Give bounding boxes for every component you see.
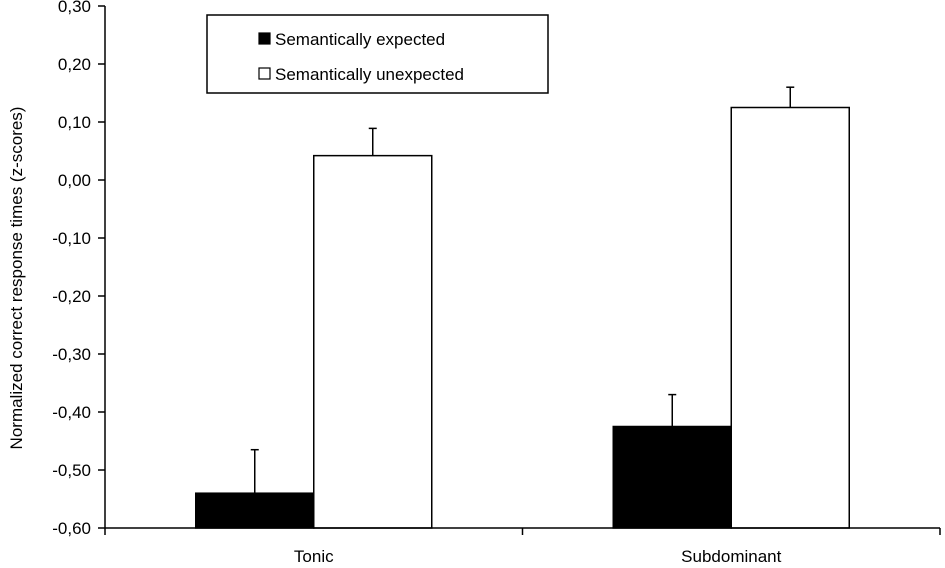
y-tick-label: -0,20 <box>52 287 91 306</box>
legend: Semantically expected Semantically unexp… <box>206 14 549 94</box>
bar-unexpected-tonic <box>313 154 433 529</box>
x-category-label: Subdominant <box>681 547 781 566</box>
y-tick-label: -0,40 <box>52 403 91 422</box>
legend-swatch-expected <box>258 32 271 45</box>
bars-layer <box>195 106 850 529</box>
y-tick-label: -0,30 <box>52 345 91 364</box>
x-category-label: Tonic <box>294 547 334 566</box>
y-tick-label: -0,60 <box>52 519 91 538</box>
y-tick-label: 0,10 <box>58 113 91 132</box>
y-tick-label: -0,50 <box>52 461 91 480</box>
legend-label-unexpected: Semantically unexpected <box>275 65 464 84</box>
legend-label-expected: Semantically expected <box>275 30 445 49</box>
y-tick-label: -0,10 <box>52 229 91 248</box>
bar-expected-tonic <box>195 492 315 529</box>
y-axis-title: Normalized correct response times (z-sco… <box>7 107 26 450</box>
y-ticks-layer: 0,30 0,20 0,10 0,00 -0,10 -0,20 -0,30 -0,40 -0,5… <box>52 0 105 538</box>
legend-box <box>206 14 549 94</box>
bar-expected-subdominant <box>612 425 732 529</box>
legend-swatch-unexpected <box>258 67 271 80</box>
y-tick-label: 0,00 <box>58 171 91 190</box>
y-tick-label: 0,20 <box>58 55 91 74</box>
error-bars-layer <box>250 86 795 494</box>
y-tick-label: 0,30 <box>58 0 91 16</box>
bar-unexpected-subdominant <box>730 106 850 529</box>
x-categories-layer: Tonic Subdominant <box>104 528 941 566</box>
